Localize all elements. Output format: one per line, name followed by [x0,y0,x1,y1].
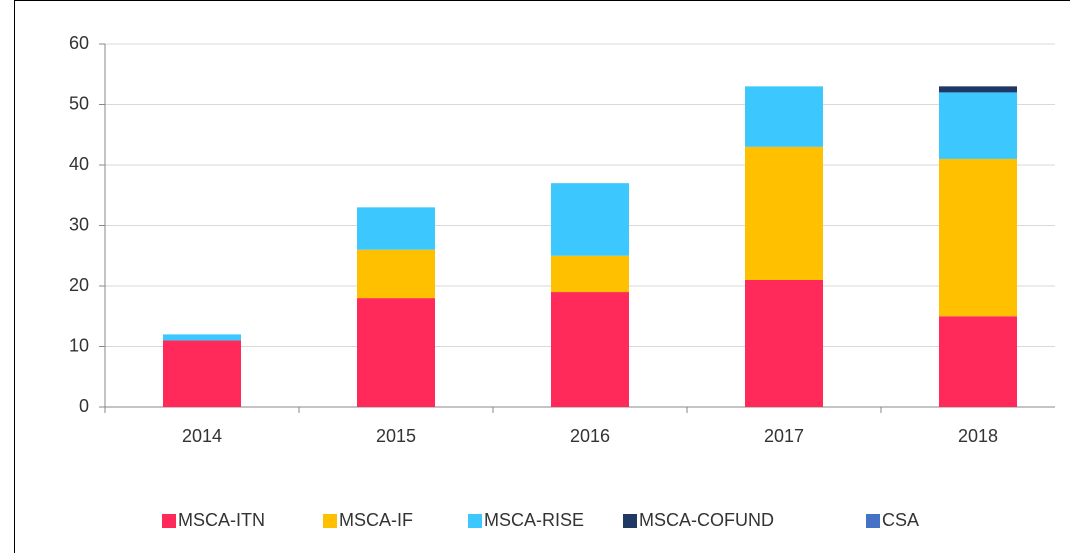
bar-segment [745,146,823,280]
bar-segment [163,334,241,341]
legend-swatch [866,514,880,528]
bar-segment [163,340,241,407]
legend-label: MSCA-IF [339,510,413,530]
legend-swatch [623,514,637,528]
legend-swatch [162,514,176,528]
y-tick-label: 50 [69,93,89,113]
bar-segment [357,207,435,250]
bar-segment [939,86,1017,93]
x-tick-label: 2014 [182,426,222,446]
legend-label: MSCA-RISE [484,510,584,530]
y-tick-label: 0 [79,396,89,416]
chart-frame [14,0,1070,553]
legend-swatch [468,514,482,528]
bar-segment [551,183,629,256]
bar-segment [551,255,629,293]
bar-segment [551,292,629,407]
x-tick-label: 2016 [570,426,610,446]
y-tick-label: 40 [69,154,89,174]
bar-segment [939,92,1017,159]
y-tick-label: 60 [69,33,89,53]
bar-segment [939,316,1017,407]
legend-label: MSCA-COFUND [639,510,774,530]
bar-segment [357,298,435,407]
x-tick-label: 2018 [958,426,998,446]
y-tick-label: 20 [69,275,89,295]
legend-swatch [323,514,337,528]
legend-label: MSCA-ITN [178,510,265,530]
bar-segment [745,279,823,407]
bar-segment [939,158,1017,317]
legend-label: CSA [882,510,919,530]
x-tick-label: 2017 [764,426,804,446]
x-tick-label: 2015 [376,426,416,446]
bar-segment [745,86,823,147]
y-tick-label: 30 [69,214,89,234]
y-tick-label: 10 [69,335,89,355]
bar-segment [357,249,435,299]
